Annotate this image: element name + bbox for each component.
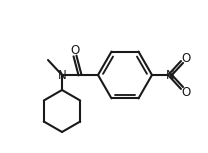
Text: N: N [58,69,66,82]
Text: O: O [181,86,191,99]
Text: O: O [70,43,80,56]
Text: O: O [181,52,191,65]
Text: N: N [166,69,174,82]
